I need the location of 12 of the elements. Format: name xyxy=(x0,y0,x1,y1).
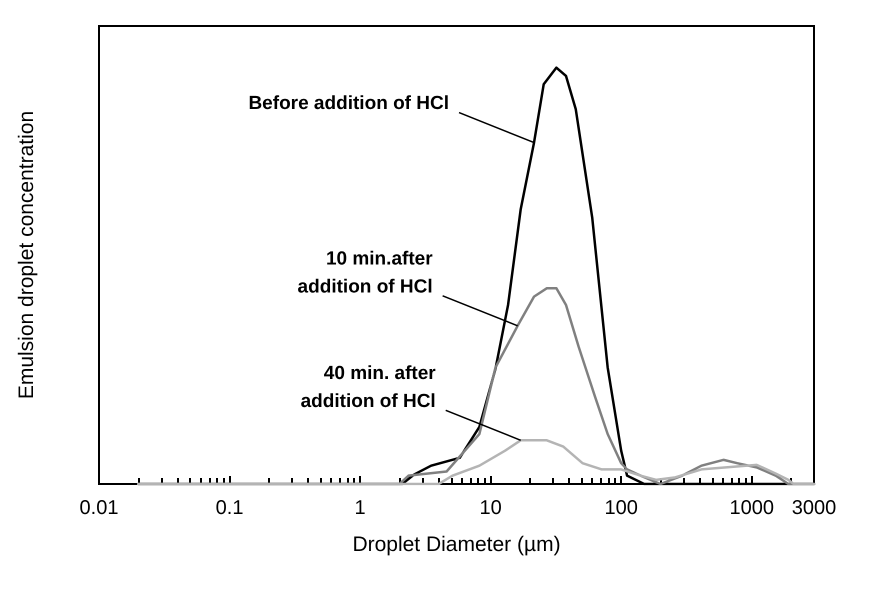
annotation: Before addition of HCl xyxy=(248,93,450,114)
annotation: 40 min. after addition of HCl xyxy=(300,362,436,412)
x-tick-label: 1 xyxy=(354,497,366,519)
x-tick-label: 10 xyxy=(480,497,502,519)
x-tick-label: 0.01 xyxy=(80,497,118,519)
annotation: 10 min.after addition of HCl xyxy=(298,248,434,298)
x-tick-label: 0.1 xyxy=(216,497,244,519)
x-tick-label: 1000 xyxy=(729,497,774,519)
x-axis-title: Droplet Diameter (µm) xyxy=(352,533,561,556)
x-tick-label: 3000 xyxy=(792,497,836,519)
y-axis-title: Emulsion droplet concentration xyxy=(15,110,38,400)
x-tick-label: 100 xyxy=(604,497,638,519)
